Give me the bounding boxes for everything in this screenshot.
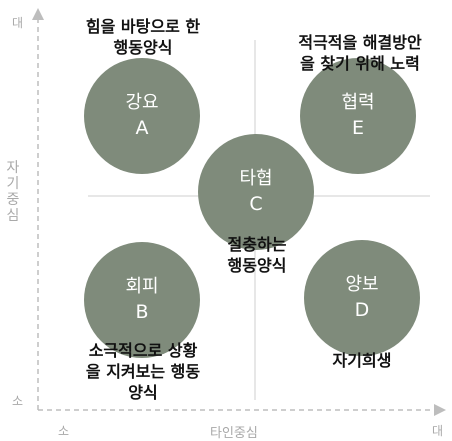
y-axis-high-label: 대 xyxy=(12,16,24,30)
circle-a-letter: A xyxy=(135,117,149,139)
circle-e-letter: E xyxy=(351,117,364,139)
x-axis-high-label: 대 xyxy=(432,424,444,438)
circle-d-name: 양보 xyxy=(345,274,379,295)
description-e-line-2: 을 찾기 위해 노력 xyxy=(300,54,420,73)
x-axis-title: 타인중심 xyxy=(210,426,258,441)
description-a-line-1: 힘을 바탕으로 한 xyxy=(85,17,201,36)
circle-b-name: 회피 xyxy=(125,276,159,297)
description-c-line-1: 절충하는 xyxy=(227,235,287,254)
circle-d-concession: 양보 D xyxy=(304,240,420,356)
circle-c-compromise: 타협 C xyxy=(198,134,314,250)
x-axis-low-label: 소 xyxy=(58,424,70,438)
description-a: 힘을 바탕으로 한 행동양식 xyxy=(58,16,228,58)
circle-d-letter: D xyxy=(354,299,370,321)
circle-c-name: 타협 xyxy=(239,168,273,189)
description-c-line-2: 행동양식 xyxy=(227,256,287,275)
description-c: 절충하는 행동양식 xyxy=(200,234,314,276)
circle-e-cooperation: 협력 E xyxy=(300,58,416,174)
description-b-line-2: 을 지켜보는 행동 xyxy=(85,362,201,381)
description-a-line-2: 행동양식 xyxy=(113,38,173,57)
description-e-line-1: 적극적을 해결방안 xyxy=(298,33,422,52)
circle-b-avoidance: 회피 B xyxy=(84,242,200,358)
description-b-line-3: 양식 xyxy=(128,383,158,402)
circle-b-letter: B xyxy=(135,301,149,323)
circle-a-coercion: 강요 A xyxy=(84,58,200,174)
description-b-line-1: 소극적으로 상황 xyxy=(88,341,198,360)
description-d: 자기희생 xyxy=(300,350,424,371)
circle-e-name: 협력 xyxy=(341,92,375,113)
description-b: 소극적으로 상황 을 지켜보는 행동 양식 xyxy=(58,340,228,403)
description-d-line-1: 자기희생 xyxy=(332,351,392,370)
circle-a-name: 강요 xyxy=(125,92,159,113)
y-axis-title: 자기중심 xyxy=(6,160,20,224)
description-e: 적극적을 해결방안 을 찾기 위해 노력 xyxy=(270,32,450,74)
y-axis-low-label: 소 xyxy=(12,394,24,408)
circle-c-letter: C xyxy=(249,193,263,215)
